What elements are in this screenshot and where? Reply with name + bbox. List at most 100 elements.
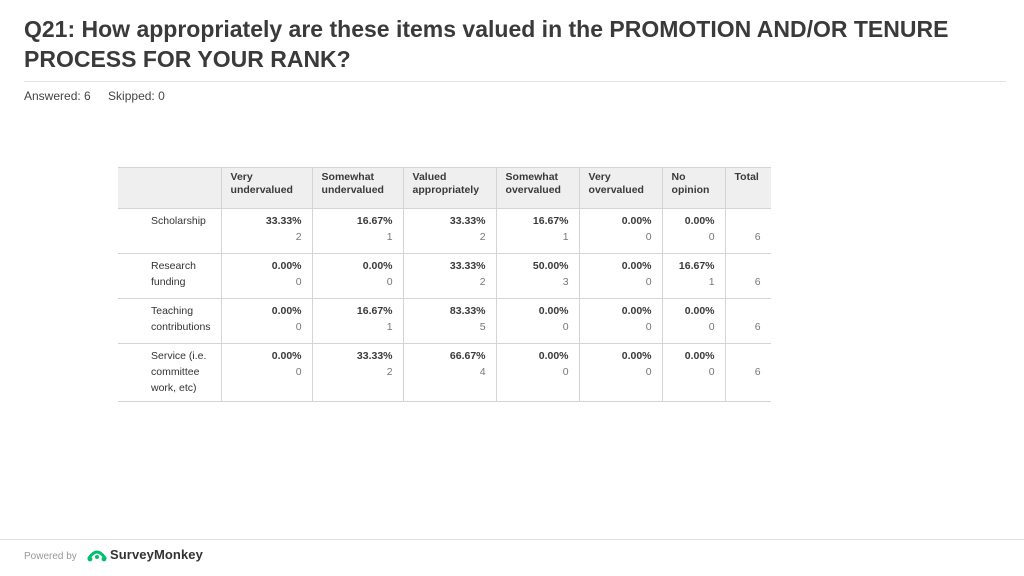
title-divider	[24, 81, 1006, 82]
cell-percentage: 0.00%	[271, 350, 302, 362]
cell-count: 0	[645, 321, 652, 333]
cell-percentage: 33.33%	[449, 260, 486, 272]
surveymonkey-logo-icon	[87, 550, 107, 561]
table-cell: 0.00% 0	[220, 298, 313, 344]
row-total-cell: 6	[724, 253, 771, 299]
results-table: Very undervalued Somewhat undervalued Va…	[118, 167, 771, 402]
footer-divider	[0, 539, 1024, 540]
table-cell: 33.33% 2	[402, 253, 497, 299]
cell-count: 1	[386, 231, 393, 243]
cell-percentage: 0.00%	[538, 305, 569, 317]
cell-percentage: 16.67%	[356, 215, 393, 227]
cell-count: 3	[562, 276, 569, 288]
brand-name: SurveyMonkey	[110, 547, 203, 562]
cell-percentage: 83.33%	[449, 305, 486, 317]
table-cell: 16.67% 1	[661, 253, 726, 299]
cell-count: 0	[386, 276, 393, 288]
table-cell: 0.00% 0	[495, 298, 580, 344]
cell-percentage: 33.33%	[265, 215, 302, 227]
header-cell-empty	[118, 167, 222, 209]
cell-percentage: 66.67%	[449, 350, 486, 362]
cell-percentage: 0.00%	[362, 260, 393, 272]
cell-count: 0	[295, 276, 302, 288]
cell-count: 5	[479, 321, 486, 333]
cell-count: 2	[386, 366, 393, 378]
cell-count: 2	[295, 231, 302, 243]
cell-count: 0	[708, 231, 715, 243]
row-label: Teaching contributions	[118, 298, 222, 344]
table-cell: 0.00% 0	[661, 208, 726, 254]
header-row: Very undervalued Somewhat undervalued Va…	[118, 167, 771, 209]
question-title: Q21: How appropriately are these items v…	[24, 16, 949, 72]
table-cell: 0.00% 0	[661, 343, 726, 402]
table-cell: 33.33% 2	[402, 208, 497, 254]
table-row: Service (i.e. committee work, etc) 0.00% 0…	[118, 343, 771, 402]
cell-percentage: 0.00%	[621, 350, 652, 362]
table-cell: 0.00% 0	[220, 343, 313, 402]
table-cell: 33.33% 2	[311, 343, 404, 402]
cell-percentage: 33.33%	[449, 215, 486, 227]
surveymonkey-logo[interactable]: SurveyMonkey	[87, 547, 203, 562]
cell-count: 4	[479, 366, 486, 378]
cell-count: 0	[295, 366, 302, 378]
cell-percentage: 0.00%	[684, 305, 715, 317]
cell-percentage: 0.00%	[684, 350, 715, 362]
table-cell: 0.00% 0	[495, 343, 580, 402]
cell-percentage: 0.00%	[271, 305, 302, 317]
cell-percentage: 16.67%	[532, 215, 569, 227]
cell-percentage: 0.00%	[621, 215, 652, 227]
row-total: 6	[754, 276, 761, 288]
table-cell: 16.67% 1	[495, 208, 580, 254]
cell-count: 0	[645, 276, 652, 288]
row-label: Research funding	[118, 253, 222, 299]
row-total: 6	[754, 231, 761, 243]
row-total-cell: 6	[724, 298, 771, 344]
cell-percentage: 50.00%	[532, 260, 569, 272]
table-row: Scholarship 33.33% 2 16.67% 1 33.33% 2 16.67% 1 0…	[118, 208, 771, 254]
answered-count: Answered: 6	[24, 89, 91, 103]
cell-count: 1	[708, 276, 715, 288]
table-cell: 66.67% 4	[402, 343, 497, 402]
header-valued-appropriately: Valued appropriately	[402, 167, 497, 209]
cell-count: 0	[562, 321, 569, 333]
header-no-opinion: No opinion	[661, 167, 726, 209]
cell-count: 0	[562, 366, 569, 378]
row-total-cell: 6	[724, 208, 771, 254]
table-cell: 0.00% 0	[578, 343, 663, 402]
row-total: 6	[754, 366, 761, 378]
table-cell: 0.00% 0	[578, 298, 663, 344]
cell-percentage: 16.67%	[356, 305, 393, 317]
cell-percentage: 16.67%	[678, 260, 715, 272]
cell-count: 0	[645, 231, 652, 243]
table-cell: 0.00% 0	[578, 253, 663, 299]
powered-by-label: Powered by	[24, 551, 77, 562]
table-cell: 0.00% 0	[578, 208, 663, 254]
header-somewhat-overvalued: Somewhat overvalued	[495, 167, 580, 209]
table-cell: 0.00% 0	[311, 253, 404, 299]
header-very-undervalued: Very undervalued	[220, 167, 313, 209]
row-total: 6	[754, 321, 761, 333]
cell-count: 2	[479, 276, 486, 288]
table-cell: 16.67% 1	[311, 298, 404, 344]
response-stats: Answered: 6 Skipped: 0	[24, 89, 165, 103]
table-cell: 83.33% 5	[402, 298, 497, 344]
header-somewhat-undervalued: Somewhat undervalued	[311, 167, 404, 209]
skipped-count: Skipped: 0	[108, 89, 165, 103]
cell-percentage: 0.00%	[538, 350, 569, 362]
table-cell: 0.00% 0	[220, 253, 313, 299]
cell-percentage: 0.00%	[271, 260, 302, 272]
cell-count: 0	[295, 321, 302, 333]
cell-percentage: 0.00%	[684, 215, 715, 227]
header-total: Total	[724, 167, 771, 209]
header-very-overvalued: Very overvalued	[578, 167, 663, 209]
row-total-cell: 6	[724, 343, 771, 402]
table-row: Teaching contributions 0.00% 0 16.67% 1 83.33…	[118, 298, 771, 344]
table-row: Research funding 0.00% 0 0.00% 0 33.33% 2 50.00…	[118, 253, 771, 299]
cell-count: 2	[479, 231, 486, 243]
row-label: Service (i.e. committee work, etc)	[118, 343, 222, 402]
cell-count: 0	[645, 366, 652, 378]
table-cell: 50.00% 3	[495, 253, 580, 299]
table-cell: 16.67% 1	[311, 208, 404, 254]
cell-count: 1	[386, 321, 393, 333]
cell-percentage: 0.00%	[621, 305, 652, 317]
